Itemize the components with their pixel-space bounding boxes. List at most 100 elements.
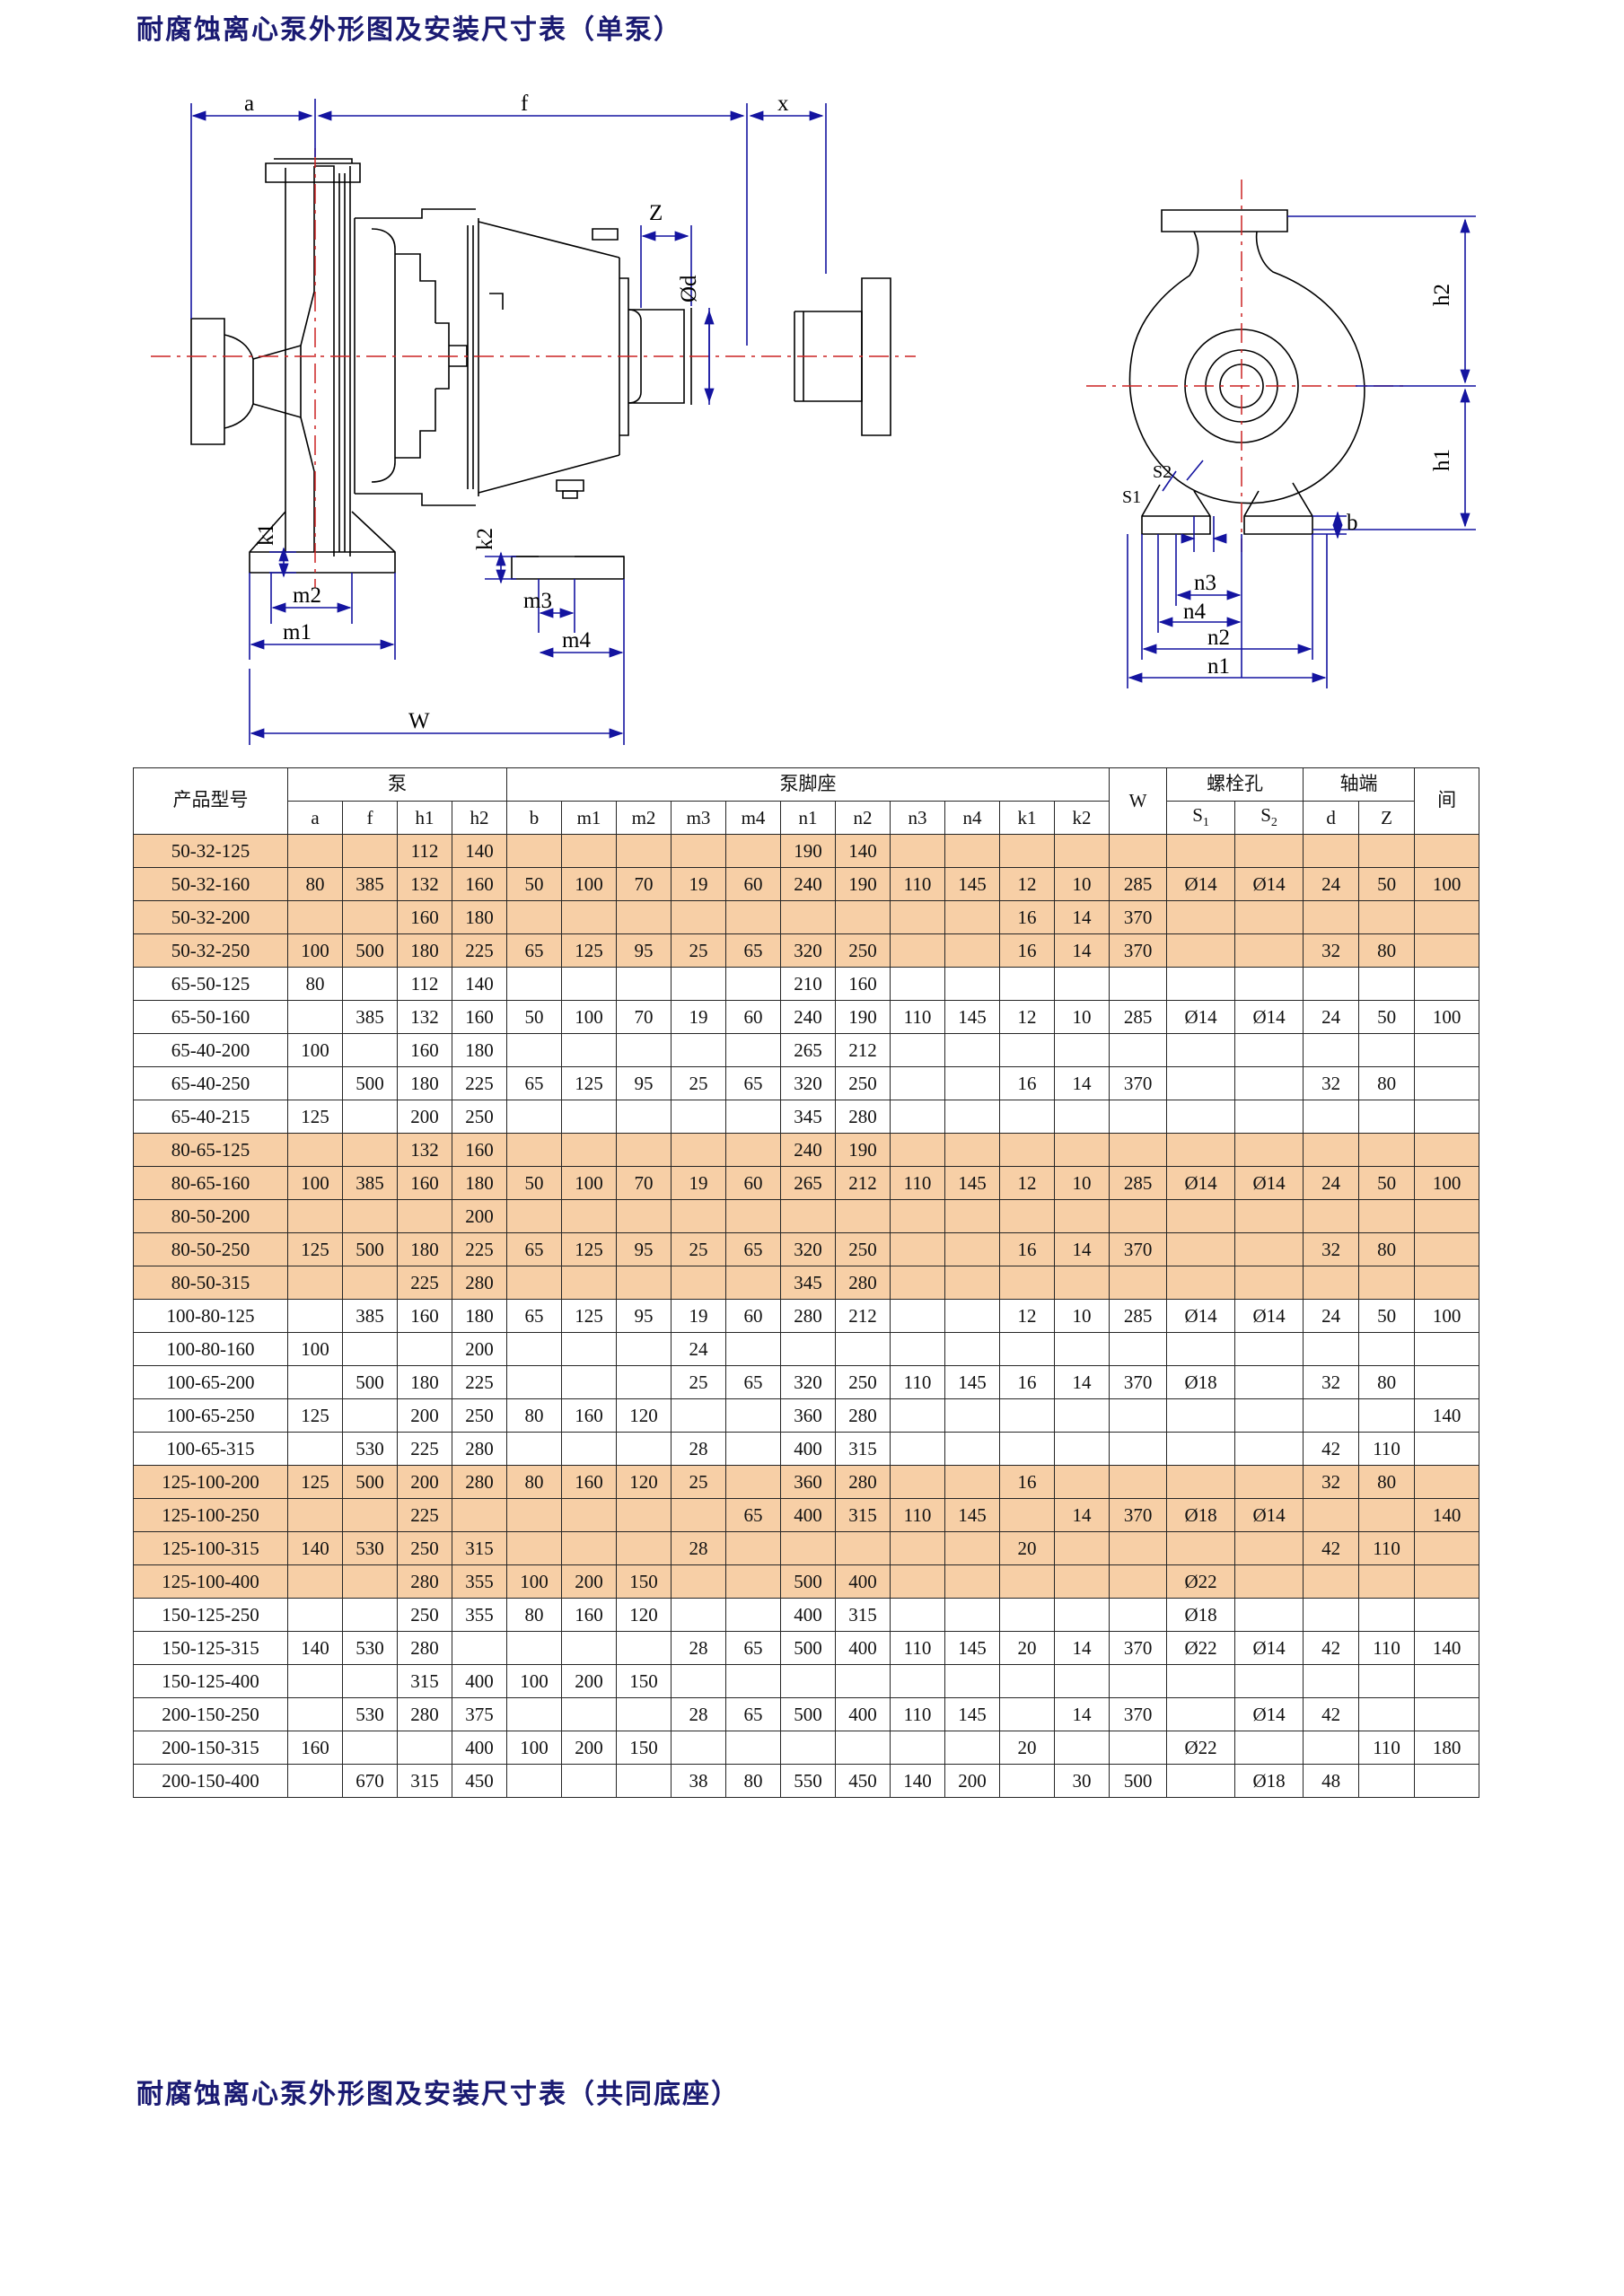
cell-k1 <box>999 1199 1055 1233</box>
header-col-m4: m4 <box>725 801 781 835</box>
cell-W <box>1109 1432 1168 1466</box>
dim-label-m4: m4 <box>562 628 591 653</box>
cell-k2: 10 <box>1053 1299 1110 1333</box>
cell-k2: 14 <box>1053 1066 1110 1100</box>
cell-k2: 14 <box>1053 1697 1110 1731</box>
cell-S2 <box>1234 1100 1304 1134</box>
cell-X: 140 <box>1414 1398 1480 1433</box>
cell-model: 65-40-215 <box>133 1100 288 1134</box>
cell-m1: 200 <box>561 1564 617 1599</box>
cell-S1 <box>1166 1100 1236 1134</box>
cell-b <box>506 1631 562 1665</box>
cell-h1: 132 <box>397 1133 452 1167</box>
cell-n1: 210 <box>780 967 836 1001</box>
cell-S1: Ø14 <box>1166 1000 1236 1034</box>
cell-n3: 110 <box>890 1365 945 1399</box>
cell-m3: 25 <box>671 1066 726 1100</box>
cell-m1: 125 <box>561 1066 617 1100</box>
cell-n3 <box>890 1731 945 1765</box>
cell-n1: 345 <box>780 1100 836 1134</box>
cell-d: 32 <box>1303 1365 1360 1399</box>
cell-X <box>1414 1564 1480 1599</box>
cell-m4: 65 <box>725 1498 781 1532</box>
cell-S1 <box>1166 1664 1236 1698</box>
cell-m3: 19 <box>671 867 726 901</box>
table-row: 125-100-200 125 500 200 280 80 160 120 25 360 280 1… <box>133 1465 1480 1499</box>
dim-label-S2: S2 <box>1153 462 1172 482</box>
table-row: 65-40-250 500 180 225 65 125 95 25 65 320 250 16 14 3… <box>133 1066 1480 1100</box>
cell-S1 <box>1166 834 1236 868</box>
cell-X <box>1414 1066 1480 1100</box>
cell-n1: 345 <box>780 1266 836 1300</box>
cell-m3 <box>671 1664 726 1698</box>
cell-m3: 25 <box>671 1232 726 1266</box>
cell-S1 <box>1166 1033 1236 1067</box>
cell-b: 65 <box>506 1066 562 1100</box>
cell-b: 50 <box>506 1166 562 1200</box>
cell-n1: 320 <box>780 1232 836 1266</box>
cell-m2: 120 <box>616 1398 672 1433</box>
cell-b <box>506 900 562 934</box>
cell-Z: 80 <box>1358 1465 1416 1499</box>
cell-S1 <box>1166 1465 1236 1499</box>
cell-W: 370 <box>1109 1498 1168 1532</box>
cell-k1 <box>999 1100 1055 1134</box>
cell-m1 <box>561 1266 617 1300</box>
cell-n3 <box>890 1066 945 1100</box>
cell-k1: 12 <box>999 1000 1055 1034</box>
cell-f: 670 <box>342 1764 398 1798</box>
cell-n2: 250 <box>835 1365 891 1399</box>
cell-S2: Ø14 <box>1234 1498 1304 1532</box>
cell-k2: 10 <box>1053 1000 1110 1034</box>
cell-k2 <box>1053 1100 1110 1134</box>
cell-X <box>1414 1232 1480 1266</box>
table-row: 50-32-160 80 385 132 160 50 100 70 19 60 240 190 110… <box>133 867 1480 901</box>
cell-Z <box>1358 1564 1416 1599</box>
cell-a <box>287 1000 343 1034</box>
cell-S2 <box>1234 1664 1304 1698</box>
table-row: 80-65-160 100 385 160 180 50 100 70 19 60 265 212 11… <box>133 1166 1480 1200</box>
cell-n3 <box>890 1332 945 1366</box>
cell-S1 <box>1166 1398 1236 1433</box>
cell-k2 <box>1053 1598 1110 1632</box>
cell-b <box>506 1033 562 1067</box>
header-col-f: f <box>342 801 398 835</box>
cell-n3 <box>890 1232 945 1266</box>
cell-W <box>1109 1531 1168 1565</box>
cell-W <box>1109 1664 1168 1698</box>
cell-m3: 19 <box>671 1166 726 1200</box>
cell-a: 80 <box>287 867 343 901</box>
cell-k2 <box>1053 1731 1110 1765</box>
cell-b <box>506 1365 562 1399</box>
cell-m2 <box>616 967 672 1001</box>
cell-n4: 145 <box>944 1631 1000 1665</box>
cell-d <box>1303 1332 1360 1366</box>
cell-m4 <box>725 1199 781 1233</box>
cell-d: 24 <box>1303 867 1360 901</box>
cell-h2: 225 <box>452 933 507 968</box>
cell-m2: 120 <box>616 1598 672 1632</box>
cell-n2: 400 <box>835 1564 891 1599</box>
cell-m4 <box>725 1432 781 1466</box>
cell-n2 <box>835 1531 891 1565</box>
cell-n1: 500 <box>780 1697 836 1731</box>
cell-W: 285 <box>1109 1299 1168 1333</box>
cell-m4 <box>725 1100 781 1134</box>
cell-W <box>1109 1133 1168 1167</box>
cell-X: 100 <box>1414 1000 1480 1034</box>
cell-S2 <box>1234 1398 1304 1433</box>
cell-W <box>1109 1465 1168 1499</box>
cell-f: 500 <box>342 1465 398 1499</box>
header-col-S2: S2 <box>1234 801 1304 835</box>
header-group-gap: 间 <box>1414 767 1480 835</box>
cell-W: 285 <box>1109 1000 1168 1034</box>
cell-S1 <box>1166 1133 1236 1167</box>
cell-b <box>506 834 562 868</box>
cell-S1: Ø18 <box>1166 1498 1236 1532</box>
cell-n2: 250 <box>835 1066 891 1100</box>
table-row: 100-80-125 385 160 180 65 125 95 19 60 280 212 12 10… <box>133 1299 1480 1333</box>
cell-d: 32 <box>1303 1232 1360 1266</box>
table-row: 65-40-215 125 200 250 345 280 <box>133 1100 1480 1134</box>
dim-label-n3: n3 <box>1194 571 1216 595</box>
